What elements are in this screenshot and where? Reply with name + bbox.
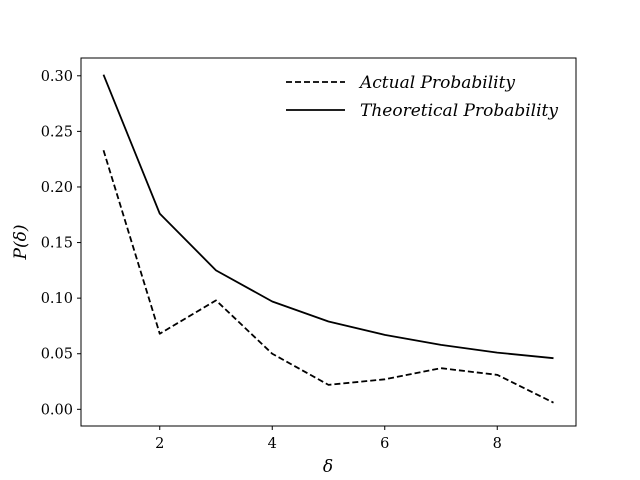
- y-tick-label: 0.00: [41, 402, 73, 418]
- x-axis-label: δ: [323, 457, 333, 477]
- y-tick-label: 0.25: [41, 124, 73, 140]
- x-tick-label: 2: [155, 436, 164, 452]
- x-tick-label: 4: [268, 436, 277, 452]
- series-layer: [102, 74, 554, 404]
- series-line-1: [102, 150, 554, 404]
- y-tick-label: 0.15: [41, 236, 73, 252]
- legend-label-2: Theoretical Probability: [360, 101, 558, 121]
- legend-label-1: Actual Probability: [358, 73, 515, 93]
- legend: Actual Probability Theoretical Probabilit…: [286, 73, 558, 121]
- plot-frame: [80, 57, 577, 427]
- x-tick-label: 6: [380, 436, 389, 452]
- y-axis-label: P(δ): [11, 225, 31, 261]
- ticks-layer: 2 4 6 8 0.00 0.05 0.10 0.15 0.20 0.25 0.30: [41, 69, 502, 452]
- x-tick-label: 8: [493, 436, 502, 452]
- y-tick-label: 0.05: [41, 347, 73, 363]
- y-tick-label: 0.20: [41, 180, 73, 196]
- y-tick-label: 0.30: [41, 69, 73, 85]
- series-line-2: [102, 74, 554, 360]
- y-tick-label: 0.10: [41, 291, 73, 307]
